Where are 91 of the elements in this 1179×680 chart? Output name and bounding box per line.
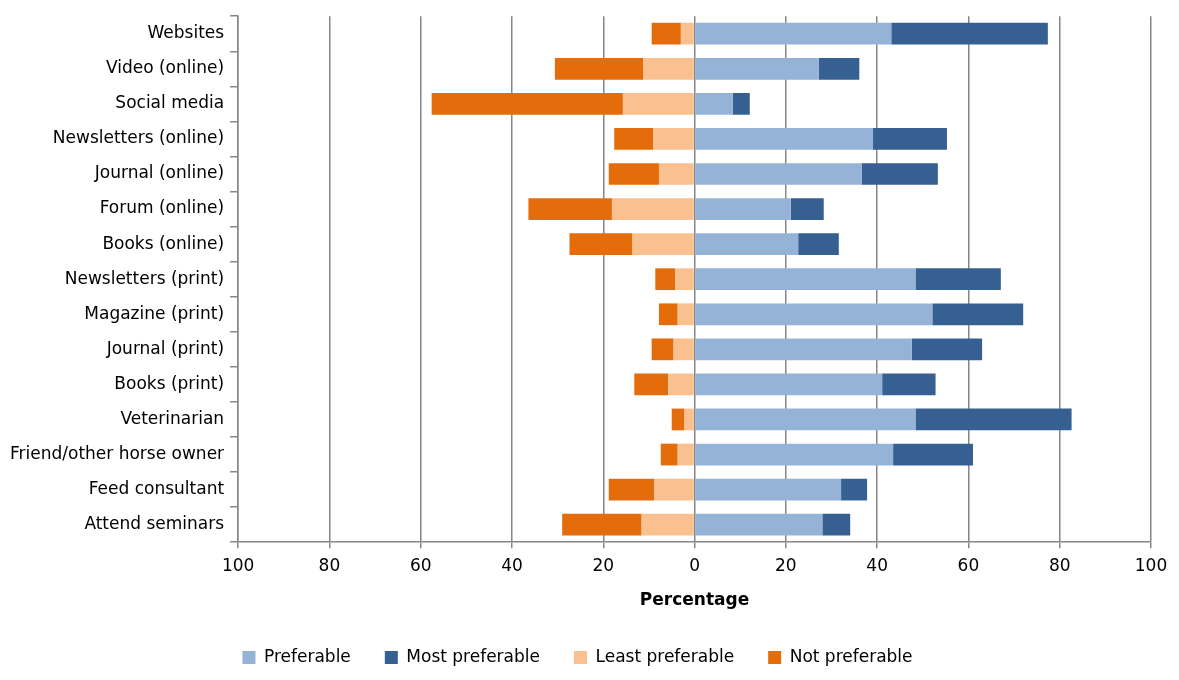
y-tick-label: Friend/other horse owner bbox=[9, 442, 225, 463]
bar bbox=[554, 57, 644, 80]
x-tick-label: 0 bbox=[689, 554, 700, 575]
bar bbox=[695, 338, 912, 361]
bar bbox=[915, 268, 1001, 291]
bar bbox=[562, 513, 642, 536]
x-tick-label: 40 bbox=[866, 554, 888, 575]
bar bbox=[882, 373, 936, 396]
legend-label: Not preferable bbox=[789, 645, 913, 666]
bar bbox=[732, 93, 750, 115]
bar bbox=[660, 443, 678, 466]
bar bbox=[798, 233, 839, 255]
y-tick-label: Social media bbox=[115, 92, 225, 113]
bar bbox=[431, 93, 623, 115]
bar bbox=[695, 198, 791, 220]
bar bbox=[695, 408, 916, 431]
y-tick-label: Newsletters (print) bbox=[64, 267, 225, 288]
x-tick-label: 60 bbox=[409, 554, 432, 575]
bar bbox=[671, 408, 685, 431]
bar bbox=[684, 408, 694, 431]
bar bbox=[695, 443, 894, 466]
bar bbox=[695, 373, 883, 396]
y-tick-label: Newsletters (online) bbox=[52, 127, 225, 148]
x-tick-label: 80 bbox=[1048, 554, 1071, 575]
bar bbox=[654, 478, 694, 501]
y-tick-label: Magazine (print) bbox=[84, 302, 225, 323]
bar bbox=[695, 303, 933, 326]
bar bbox=[634, 373, 669, 396]
bar bbox=[614, 128, 654, 150]
x-tick-label: 60 bbox=[957, 554, 980, 575]
bar bbox=[861, 163, 938, 185]
bar bbox=[677, 303, 694, 326]
bar bbox=[695, 163, 862, 185]
bar bbox=[822, 513, 851, 536]
x-tick-label: 100 bbox=[221, 554, 255, 575]
y-tick-label: Books (online) bbox=[102, 232, 225, 253]
bar bbox=[528, 198, 612, 220]
bar bbox=[695, 268, 916, 291]
y-tick-label: Websites bbox=[147, 22, 225, 43]
bar bbox=[675, 268, 694, 291]
bar bbox=[873, 128, 947, 150]
y-tick-label: Feed consultant bbox=[88, 478, 225, 499]
y-tick-label: Video (online) bbox=[105, 57, 225, 78]
bar bbox=[695, 128, 874, 150]
bar bbox=[622, 93, 694, 115]
bar bbox=[655, 268, 676, 291]
x-tick-label: 80 bbox=[318, 554, 341, 575]
bar bbox=[911, 338, 983, 361]
bar bbox=[653, 128, 694, 150]
bar bbox=[818, 57, 860, 80]
y-tick-label: Forum (online) bbox=[99, 197, 225, 218]
x-tick-label: 20 bbox=[592, 554, 615, 575]
bar bbox=[658, 303, 678, 326]
bar bbox=[695, 22, 892, 45]
bar bbox=[611, 198, 694, 220]
bar bbox=[608, 163, 659, 185]
y-tick-label: Journal (online) bbox=[93, 162, 225, 183]
bar bbox=[632, 233, 694, 255]
bar bbox=[608, 478, 655, 501]
bar bbox=[891, 22, 1048, 45]
bar bbox=[673, 338, 694, 361]
bar bbox=[932, 303, 1024, 326]
bar bbox=[695, 57, 819, 80]
y-tick-label: Books (print) bbox=[114, 372, 225, 393]
bar bbox=[668, 373, 694, 396]
y-tick-label: Journal (print) bbox=[105, 337, 225, 358]
bar bbox=[695, 233, 799, 255]
bar bbox=[695, 513, 823, 536]
bar bbox=[695, 478, 842, 501]
bar bbox=[641, 513, 694, 536]
x-tick-label: 100 bbox=[1134, 554, 1168, 575]
x-axis-title: Percentage bbox=[639, 589, 750, 610]
bar bbox=[651, 338, 674, 361]
bar bbox=[643, 57, 694, 80]
legend-label: Preferable bbox=[263, 645, 351, 666]
bar bbox=[651, 22, 681, 45]
legend-label: Least preferable bbox=[595, 645, 735, 666]
bar bbox=[658, 163, 694, 185]
bar bbox=[790, 198, 824, 220]
x-tick-label: 40 bbox=[501, 554, 523, 575]
y-tick-label: Attend seminars bbox=[84, 513, 225, 534]
bar bbox=[841, 478, 868, 501]
bar bbox=[680, 22, 694, 45]
bar bbox=[695, 93, 733, 115]
bar bbox=[915, 408, 1072, 431]
legend-label: Most preferable bbox=[406, 645, 540, 666]
bar bbox=[677, 443, 694, 466]
bar bbox=[893, 443, 973, 466]
x-tick-label: 20 bbox=[775, 554, 797, 575]
bar bbox=[569, 233, 633, 255]
y-tick-label: Veterinarian bbox=[120, 407, 225, 428]
